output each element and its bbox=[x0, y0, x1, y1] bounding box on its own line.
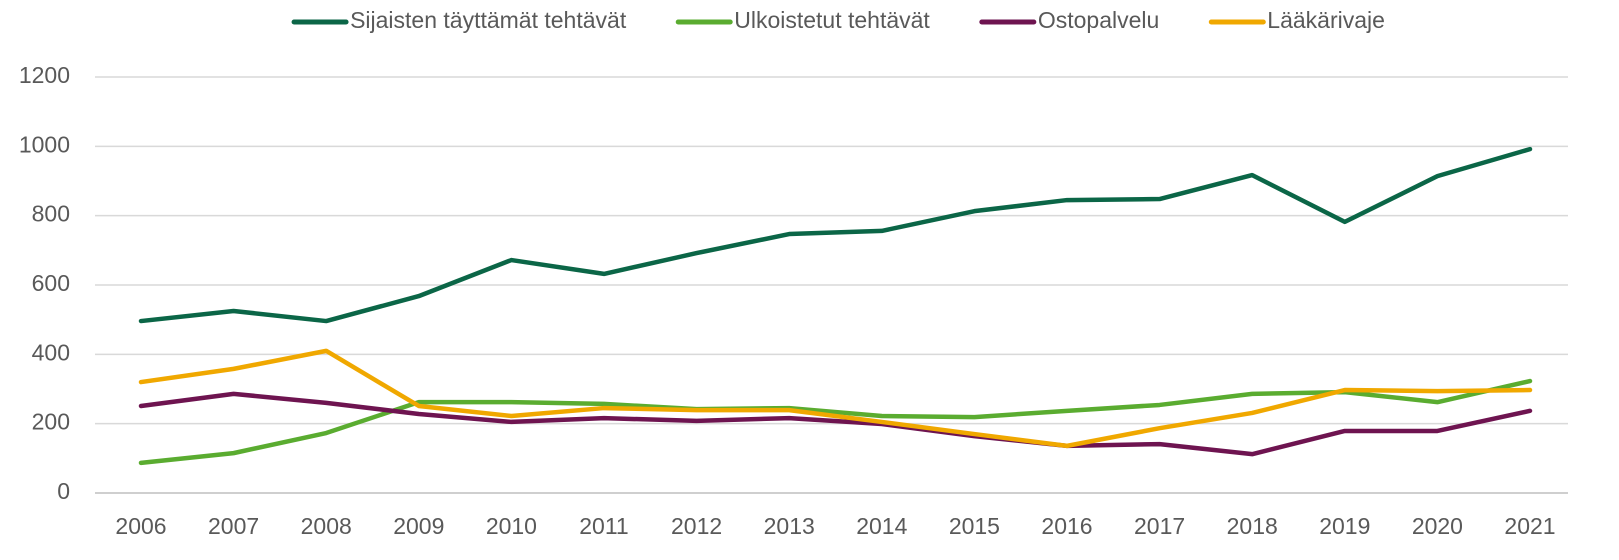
x-tick-label: 2015 bbox=[949, 513, 1000, 539]
y-tick-label: 1200 bbox=[19, 62, 70, 88]
y-tick-label: 800 bbox=[32, 201, 70, 227]
y-tick-label: 400 bbox=[32, 339, 70, 365]
series-line bbox=[138, 146, 1533, 324]
x-tick-label: 2013 bbox=[764, 513, 815, 539]
legend-label: Ostopalvelu bbox=[1038, 7, 1159, 33]
y-tick-label: 200 bbox=[32, 409, 70, 435]
x-tick-label: 2020 bbox=[1412, 513, 1463, 539]
x-tick-label: 2006 bbox=[115, 513, 166, 539]
x-tick-label: 2014 bbox=[856, 513, 907, 539]
x-tick-label: 2008 bbox=[301, 513, 352, 539]
legend-label: Sijaisten täyttämät tehtävät bbox=[350, 7, 627, 33]
x-tick-label: 2016 bbox=[1041, 513, 1092, 539]
x-tick-label: 2017 bbox=[1134, 513, 1185, 539]
legend-label: Ulkoistetut tehtävät bbox=[734, 7, 930, 33]
series-line bbox=[138, 378, 1533, 466]
series-line bbox=[138, 391, 1533, 457]
y-tick-label: 1000 bbox=[19, 131, 70, 157]
x-tick-label: 2018 bbox=[1227, 513, 1278, 539]
y-tick-label: 0 bbox=[57, 478, 70, 504]
x-tick-label: 2012 bbox=[671, 513, 722, 539]
legend-label: Lääkärivaje bbox=[1267, 7, 1385, 33]
series-line bbox=[138, 348, 1533, 449]
x-tick-label: 2007 bbox=[208, 513, 259, 539]
x-tick-label: 2021 bbox=[1504, 513, 1555, 539]
x-tick-label: 2010 bbox=[486, 513, 537, 539]
x-tick-label: 2011 bbox=[579, 513, 628, 539]
x-tick-label: 2009 bbox=[393, 513, 444, 539]
y-tick-label: 600 bbox=[32, 270, 70, 296]
x-tick-label: 2019 bbox=[1319, 513, 1370, 539]
